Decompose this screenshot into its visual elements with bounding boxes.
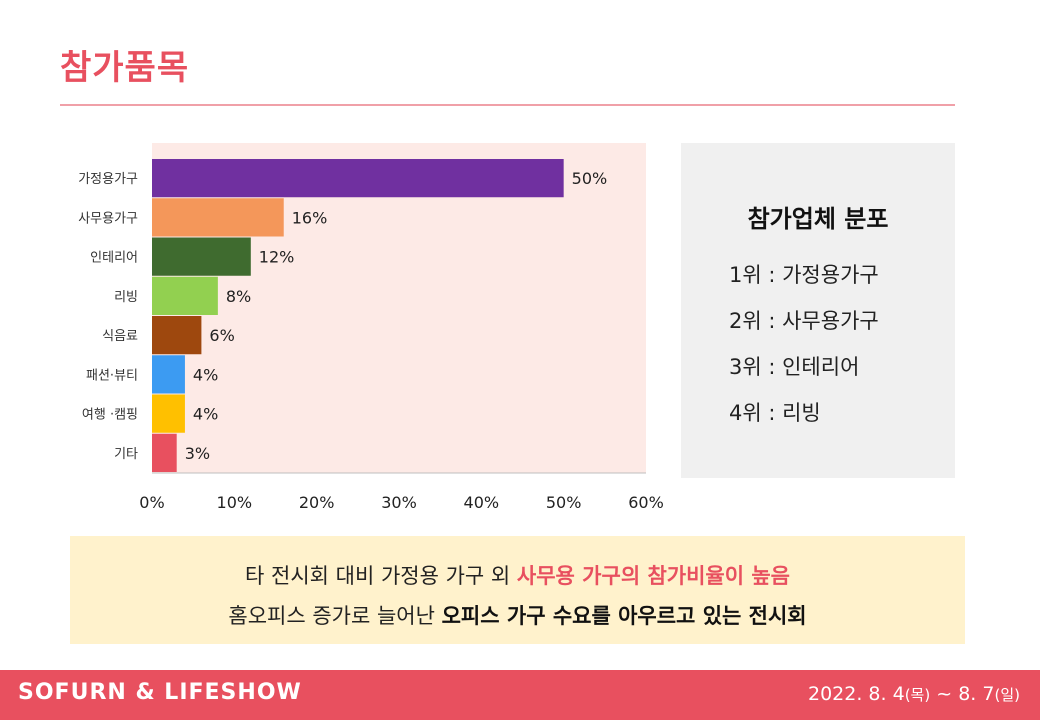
event-dates: 2022. 8. 4(목) ~ 8. 7(일) bbox=[808, 683, 1020, 705]
summary-note: 타 전시회 대비 가정용 가구 외 사무용 가구의 참가비율이 높음 홈오피스 … bbox=[70, 536, 965, 644]
bar-2 bbox=[152, 198, 284, 237]
page-title: 참가품목 bbox=[60, 48, 190, 88]
x-tick-label-2: 10% bbox=[217, 493, 253, 512]
value-label-4: 8% bbox=[226, 287, 251, 306]
category-label-3: 인테리어 bbox=[90, 251, 138, 266]
value-label-1: 50% bbox=[572, 169, 608, 188]
note-line-2-text: 홈오피스 증가로 늘어난 bbox=[228, 604, 442, 628]
x-tick-label-7: 60% bbox=[628, 493, 664, 512]
bar-7 bbox=[152, 394, 185, 433]
x-tick-label-5: 40% bbox=[464, 493, 500, 512]
rank-item-3: 3위 : 인테리어 bbox=[729, 355, 860, 379]
ranking-list: 1위 : 가정용가구 2위 : 사무용가구 3위 : 인테리어 4위 : 리빙 bbox=[729, 261, 879, 445]
rank-item-4: 4위 : 리빙 bbox=[729, 401, 821, 425]
bar-1 bbox=[152, 159, 564, 198]
category-label-5: 식음료 bbox=[102, 329, 138, 344]
date-start-day: (목) bbox=[904, 686, 931, 704]
bar-3 bbox=[152, 237, 251, 276]
x-tick-label-6: 50% bbox=[546, 493, 582, 512]
date-end: 8. 7 bbox=[958, 683, 995, 705]
note-line-1-text: 타 전시회 대비 가정용 가구 외 bbox=[245, 564, 517, 588]
bar-5 bbox=[152, 316, 202, 355]
value-label-6: 4% bbox=[193, 365, 218, 384]
bar-4 bbox=[152, 276, 218, 315]
bar-6 bbox=[152, 355, 185, 394]
category-label-4: 리빙 bbox=[114, 290, 138, 305]
value-label-3: 12% bbox=[259, 248, 295, 267]
rank-item-1: 1위 : 가정용가구 bbox=[729, 263, 879, 287]
value-label-8: 3% bbox=[185, 444, 210, 463]
x-tick-label-4: 30% bbox=[381, 493, 417, 512]
distribution-title: 참가업체 분포 bbox=[747, 205, 889, 233]
category-label-8: 기타 bbox=[114, 447, 138, 462]
title-divider bbox=[60, 104, 955, 106]
footer-bar: SOFURN & LIFESHOW 2022. 8. 4(목) ~ 8. 7(일… bbox=[0, 670, 1040, 720]
date-start: 2022. 8. 4 bbox=[808, 683, 905, 705]
date-separator: ~ bbox=[930, 683, 959, 705]
category-label-1: 가정용가구 bbox=[78, 172, 138, 187]
category-label-6: 패션·뷰티 bbox=[86, 368, 138, 383]
note-line-2: 홈오피스 증가로 늘어난 오피스 가구 수요를 아우르고 있는 전시회 bbox=[70, 600, 965, 630]
bar-8 bbox=[152, 433, 177, 472]
value-label-2: 16% bbox=[292, 208, 328, 227]
x-tick-label-1: 0% bbox=[139, 493, 164, 512]
rank-item-2: 2위 : 사무용가구 bbox=[729, 309, 879, 333]
note-line-2-highlight: 오피스 가구 수요를 아우르고 있는 전시회 bbox=[441, 604, 807, 628]
value-label-5: 6% bbox=[209, 326, 234, 345]
plot-area bbox=[152, 143, 646, 473]
x-tick-label-3: 20% bbox=[299, 493, 335, 512]
brand-logo: SOFURN & LIFESHOW bbox=[18, 680, 302, 705]
note-line-1: 타 전시회 대비 가정용 가구 외 사무용 가구의 참가비율이 높음 bbox=[70, 560, 965, 590]
category-label-2: 사무용가구 bbox=[78, 211, 138, 226]
exhibitor-distribution-box: 참가업체 분포 1위 : 가정용가구 2위 : 사무용가구 3위 : 인테리어 … bbox=[681, 143, 955, 478]
category-label-7: 여행 ·캠핑 bbox=[82, 407, 138, 423]
note-line-1-highlight: 사무용 가구의 참가비율이 높음 bbox=[516, 564, 790, 588]
date-end-day: (일) bbox=[994, 686, 1020, 704]
value-label-7: 4% bbox=[193, 405, 218, 424]
bar-chart: 가정용가구 50% 사무용가구 16% 인테리어 12% 리빙 8% 식음료 6% 패션·뷰티 4% 여… bbox=[78, 143, 664, 512]
